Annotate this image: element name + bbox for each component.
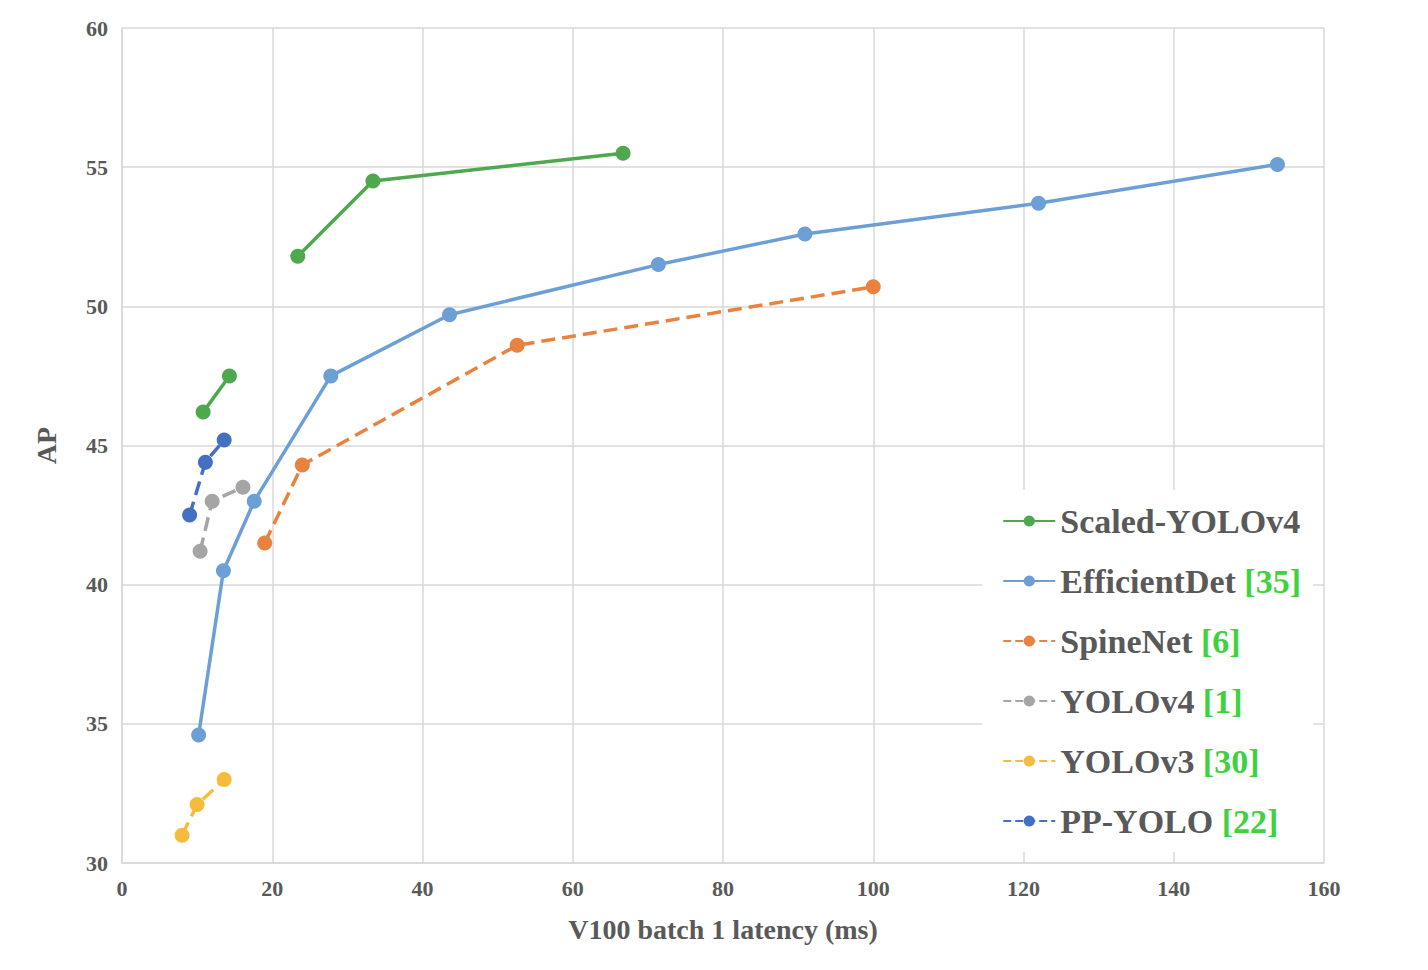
- svg-text:30: 30: [86, 851, 108, 876]
- svg-text:55: 55: [86, 155, 108, 180]
- svg-text:YOLOv4: YOLOv4: [1060, 683, 1194, 720]
- svg-text:120: 120: [1007, 876, 1040, 901]
- svg-text:Scaled-YOLOv4: Scaled-YOLOv4: [1060, 503, 1300, 540]
- svg-text:[22]: [22]: [1213, 803, 1278, 840]
- svg-text:[1]: [1]: [1194, 683, 1242, 720]
- svg-text:SpineNet: SpineNet: [1060, 623, 1193, 660]
- svg-text:50: 50: [86, 294, 108, 319]
- svg-text:100: 100: [857, 876, 890, 901]
- svg-text:V100 batch 1 latency (ms): V100 batch 1 latency (ms): [568, 914, 878, 945]
- svg-text:60: 60: [86, 16, 108, 41]
- svg-text:60: 60: [562, 876, 584, 901]
- svg-text:45: 45: [86, 433, 108, 458]
- svg-text:140: 140: [1157, 876, 1190, 901]
- svg-text:0: 0: [117, 876, 128, 901]
- svg-text:[6]: [6]: [1192, 623, 1240, 660]
- svg-text:35: 35: [86, 711, 108, 736]
- svg-text:40: 40: [412, 876, 434, 901]
- svg-text:40: 40: [86, 572, 108, 597]
- svg-text:YOLOv3: YOLOv3: [1060, 743, 1194, 780]
- svg-text:EfficientDet: EfficientDet: [1060, 563, 1236, 600]
- svg-text:80: 80: [712, 876, 734, 901]
- svg-text:[35]: [35]: [1236, 563, 1301, 600]
- svg-text:20: 20: [261, 876, 283, 901]
- svg-text:AP: AP: [31, 427, 62, 464]
- svg-text:[30]: [30]: [1194, 743, 1259, 780]
- svg-text:160: 160: [1308, 876, 1341, 901]
- svg-text:PP-YOLO: PP-YOLO: [1060, 803, 1213, 840]
